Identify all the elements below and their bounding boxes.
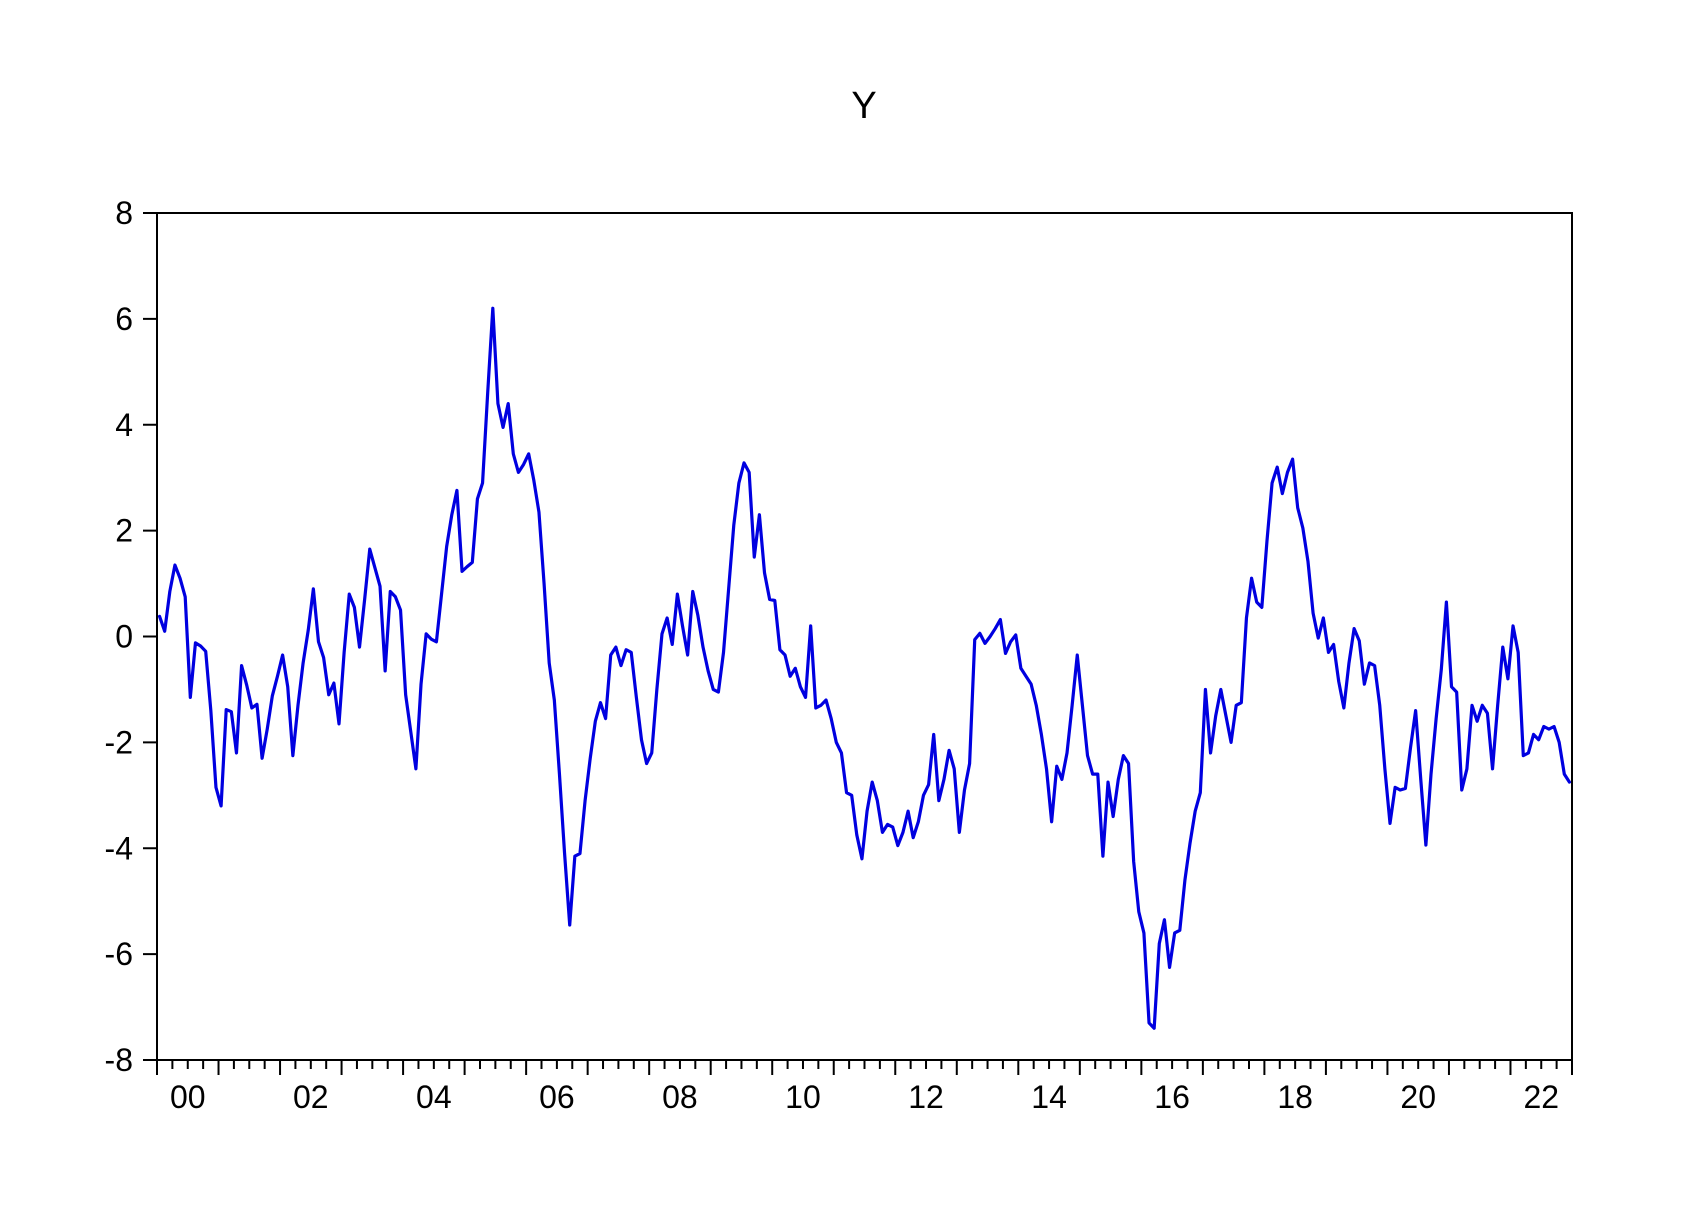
y-tick-label: 6	[115, 301, 133, 337]
x-tick-label: 22	[1523, 1079, 1559, 1115]
x-tick-label: 16	[1154, 1079, 1190, 1115]
x-tick-label: 12	[908, 1079, 944, 1115]
series-group	[157, 306, 1572, 1030]
x-tick-label: 20	[1400, 1079, 1436, 1115]
x-tick-label: 14	[1031, 1079, 1067, 1115]
y-tick-label: -8	[105, 1042, 133, 1078]
y-tick-label: 4	[115, 407, 133, 443]
y-tick-label: 0	[115, 619, 133, 655]
x-tick-label: 02	[293, 1079, 329, 1115]
y-tick-label: -4	[105, 830, 133, 866]
y-tick-label: -6	[105, 936, 133, 972]
x-tick-label: 10	[785, 1079, 821, 1115]
y-tick-label: 8	[115, 195, 133, 231]
y-axis-labels: -8 -6 -4 -2 0 2 4 6 8	[105, 195, 133, 1078]
x-axis-labels: 00 02 04 06 08 10 12 14 16 18 20 22	[170, 1079, 1559, 1115]
x-axis-ticks	[156, 1060, 1573, 1075]
y-axis-ticks	[143, 212, 157, 1061]
y-tick-label: 2	[115, 513, 133, 549]
plot-frame	[156, 212, 1573, 1061]
x-tick-label: 08	[662, 1079, 698, 1115]
x-tick-label: 18	[1277, 1079, 1313, 1115]
x-tick-label: 00	[170, 1079, 206, 1115]
x-tick-label: 04	[416, 1079, 452, 1115]
y-tick-label: -2	[105, 724, 133, 760]
x-tick-label: 06	[539, 1079, 575, 1115]
chart-title: Y	[851, 85, 876, 127]
series-line-y	[157, 306, 1572, 1030]
